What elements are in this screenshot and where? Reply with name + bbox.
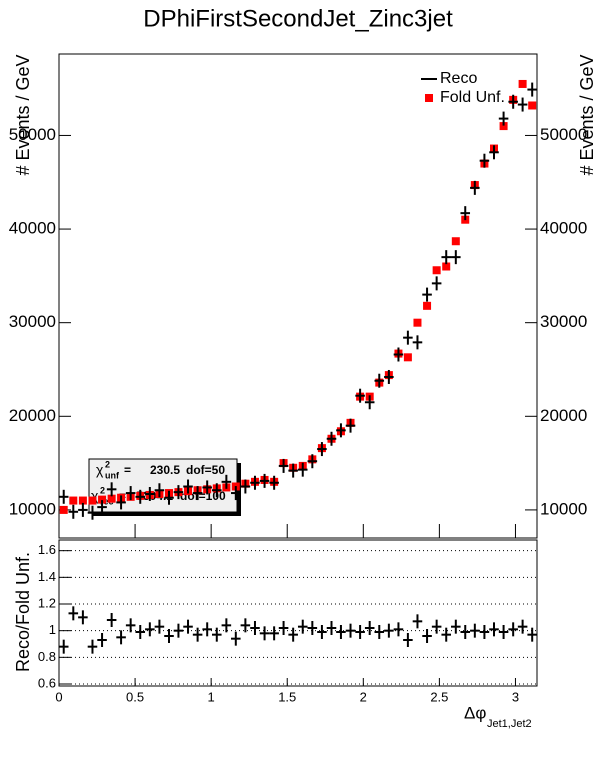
stats-symbol: χ	[96, 462, 104, 478]
y-tick-label: 1.6	[38, 542, 56, 557]
stats-symbol: χ	[91, 488, 99, 504]
y-tick-label: 20000	[9, 406, 56, 425]
upper-frame	[58, 53, 538, 539]
lower-frame	[58, 539, 538, 687]
x-tick-label: 2.5	[430, 689, 448, 704]
legend-label: Fold Unf.	[440, 89, 505, 106]
y2-tick-label: 50000	[540, 125, 587, 144]
y-tick-label: 40000	[9, 219, 56, 238]
marker-square	[528, 101, 537, 110]
marker-square	[59, 505, 68, 514]
y-tick-label: 50000	[9, 125, 56, 144]
stats-dof: dof=50	[186, 463, 225, 477]
y2-tick-label: 40000	[540, 219, 587, 238]
y-axis-label: # Events / GeV	[13, 54, 33, 175]
y-tick-label: 10000	[9, 499, 56, 518]
stats-value: 230.5	[150, 463, 180, 477]
x-tick-label: 2	[360, 689, 367, 704]
marker-square	[98, 495, 107, 504]
legend-label: Reco	[440, 70, 477, 87]
marker-square	[499, 122, 508, 131]
marker-square	[107, 494, 116, 503]
marker-square	[78, 496, 87, 505]
y2-tick-label: 30000	[540, 312, 587, 331]
marker-square	[518, 79, 527, 88]
x-tick-label: 1.5	[278, 689, 296, 704]
marker-square	[442, 262, 451, 271]
ratio-y-label: Reco/Fold Unf.	[13, 552, 33, 672]
marker-square	[432, 266, 441, 275]
y-tick-label: 0.8	[38, 649, 56, 664]
x-tick-label: 0.5	[126, 689, 144, 704]
chart-title: DPhiFirstSecondJet_Zinc3jet	[143, 5, 453, 32]
y-tick-label: 1.2	[38, 595, 56, 610]
y2-tick-label: 20000	[540, 406, 587, 425]
x-axis-label: Δφ	[464, 703, 486, 722]
y2-tick-label: 10000	[540, 499, 587, 518]
y-tick-label: 0.6	[38, 675, 56, 690]
y-tick-label: 1.4	[38, 569, 56, 584]
marker-square	[88, 496, 97, 505]
y2-axis-label: # Events / GeV	[577, 54, 596, 175]
stats-sub: rec	[100, 496, 114, 506]
y-tick-label: 1	[49, 622, 56, 637]
stats-sup: 2	[105, 459, 110, 469]
stats-eq: =	[124, 463, 131, 477]
marker-square	[69, 496, 78, 505]
stats-value: 5304.1	[136, 489, 173, 503]
x-axis-label-sub: Jet1,Jet2	[487, 718, 532, 730]
y-tick-label: 30000	[9, 312, 56, 331]
marker-square	[403, 353, 412, 362]
marker-square	[451, 237, 460, 246]
stats-sup: 2	[100, 485, 105, 495]
legend-marker	[425, 94, 433, 102]
stats-sub: unf	[105, 470, 120, 480]
x-tick-label: 0	[55, 689, 62, 704]
x-tick-label: 1	[208, 689, 215, 704]
marker-square	[423, 301, 432, 310]
stats-panel	[88, 458, 238, 513]
marker-square	[413, 318, 422, 327]
x-tick-label: 3	[512, 689, 519, 704]
